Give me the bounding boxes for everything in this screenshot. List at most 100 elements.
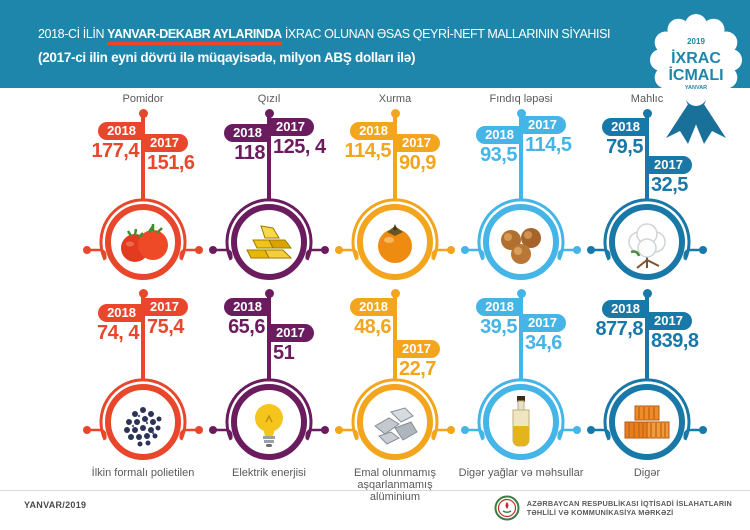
year-2017-label: 2017 [267, 324, 314, 342]
product-card: Mahlıc 2018 79,5 2017 32,5 [584, 92, 710, 284]
value-2018: 877,8 [595, 318, 643, 340]
product-title: Digər [633, 467, 661, 479]
product-circle [332, 192, 458, 284]
pole-dot-icon [516, 289, 526, 298]
ixrac-icmali-badge: 2019 İXRAC İCMALI YANVAR [650, 14, 742, 144]
org-name: AZƏRBAYCAN RESPUBLİKASI İQTİSADİ İSLAHAT… [527, 499, 732, 518]
product-circle [80, 372, 206, 464]
value-2018: 114,5 [344, 140, 392, 162]
year-2017-label: 2017 [393, 134, 440, 152]
hazelnut-icon [491, 212, 551, 272]
pole [141, 297, 145, 374]
product-card: Xurma 2018 114,5 2017 90,9 [332, 92, 458, 284]
year-2018-label: 2018 [98, 304, 145, 322]
gold-bars-icon [239, 212, 299, 272]
year-2018-label: 2018 [98, 122, 145, 140]
cotton-icon [617, 212, 677, 272]
product-title: Digər yağlar və məhsullar [458, 467, 584, 479]
value-2018: 79,5 [606, 136, 643, 158]
year-2017-label: 2017 [519, 314, 566, 332]
pole-dot-icon [642, 109, 652, 118]
product-ring [461, 192, 581, 280]
badge-line1: İXRAC [671, 49, 721, 67]
value-2018: 39,5 [480, 316, 517, 338]
pole [393, 297, 397, 374]
footer-divider [0, 490, 750, 491]
org-name-line1: AZƏRBAYCAN RESPUBLİKASI İQTİSADİ İSLAHAT… [526, 498, 732, 508]
year-2018-label: 2018 [350, 122, 397, 140]
value-flags: 2018 65,6 2017 51 [206, 288, 332, 374]
year-2018-label: 2018 [602, 300, 649, 318]
value-2018: 74, 4 [97, 322, 139, 344]
pole-dot-icon [516, 109, 526, 118]
value-2017: 114,5 [525, 134, 572, 156]
product-circle [584, 372, 710, 464]
product-circle [332, 372, 458, 464]
badge-rosette [650, 14, 742, 106]
product-title: Xurma [378, 93, 412, 105]
pole [645, 297, 649, 374]
product-title: Fındıq ləpəsi [489, 93, 553, 105]
value-2017: 125, 4 [273, 136, 326, 158]
year-2017-label: 2017 [141, 134, 188, 152]
value-2017: 151,6 [147, 152, 195, 174]
year-2017-label: 2017 [645, 312, 692, 330]
aluminum-icon [365, 392, 425, 452]
polyethylene-icon [113, 392, 173, 452]
product-circle [206, 372, 332, 464]
product-circle [206, 192, 332, 284]
value-2018: 177,4 [91, 140, 139, 162]
value-2017: 839,8 [651, 330, 699, 352]
org-block: AZƏRBAYCAN RESPUBLİKASI İQTİSADİ İSLAHAT… [494, 495, 732, 521]
value-2017: 75,4 [147, 316, 184, 338]
pole [645, 117, 649, 194]
value-flags: 2018 39,5 2017 34,6 [458, 288, 584, 374]
product-title: Pomidor [122, 93, 164, 105]
year-2018-label: 2018 [224, 124, 271, 142]
containers-icon [617, 392, 677, 452]
product-title: İlkin formalı polietilen [91, 467, 195, 479]
pole [393, 117, 397, 194]
value-2018: 65,6 [228, 316, 265, 338]
oil-bottle-icon [491, 392, 551, 452]
year-2018-label: 2018 [476, 126, 523, 144]
badge-year: 2019 [687, 37, 705, 46]
pole-dot-icon [642, 289, 652, 298]
org-name-line2: TƏHLİLİ VƏ KOMMUNİKASİYA MƏRKƏZİ [526, 508, 674, 517]
value-2017: 32,5 [651, 174, 688, 196]
product-title: Elektrik enerjisi [232, 467, 306, 479]
pole [267, 117, 271, 194]
header-band: 2018-Cİ İLİN YANVAR-DEKABR AYLARINDA İXR… [0, 0, 750, 88]
value-2018: 93,5 [480, 144, 517, 166]
product-card: Qızıl 2018 118 2017 125, 4 [206, 92, 332, 284]
product-row-1: Pomidor 2018 177,4 2017 151,6 Qızıl 2018 118 201… [80, 92, 710, 284]
year-2017-label: 2017 [519, 116, 566, 134]
badge-bottom: YANVAR [685, 85, 707, 91]
title-prefix: 2018-Cİ İLİN [38, 27, 108, 41]
state-emblem-icon [494, 495, 520, 521]
value-2017: 90,9 [399, 152, 436, 174]
product-card: 2018 39,5 2017 34,6 Digər yağlar və məhsulla… [458, 288, 584, 503]
title-highlight: YANVAR-DEKABR AYLARINDA [107, 27, 282, 45]
year-2017-label: 2017 [645, 156, 692, 174]
product-title: Emal olunmamış aşqarlanmamış alüminium [354, 467, 436, 503]
value-2018: 118 [234, 142, 265, 164]
pole-dot-icon [138, 109, 148, 118]
value-flags: 2018 93,5 2017 114,5 [458, 108, 584, 194]
year-2018-label: 2018 [350, 298, 397, 316]
product-card: 2018 65,6 2017 51 Elektrik enerjisi [206, 288, 332, 503]
year-2017-label: 2017 [141, 298, 188, 316]
pole-dot-icon [138, 289, 148, 298]
pole [519, 117, 523, 194]
value-flags: 2018 79,5 2017 32,5 [584, 108, 710, 196]
pole-dot-icon [390, 109, 400, 118]
pole-dot-icon [390, 289, 400, 298]
title-suffix: İXRAC OLUNAN ƏSAS QEYRİ-NEFT MALLARININ … [281, 27, 611, 41]
product-card: 2018 877,8 2017 839,8 Digər [584, 288, 710, 503]
badge-line2: İCMALI [668, 66, 723, 84]
product-circle [584, 192, 710, 284]
year-2018-label: 2018 [602, 118, 649, 136]
product-circle [458, 372, 584, 464]
year-2018-label: 2018 [224, 298, 271, 316]
